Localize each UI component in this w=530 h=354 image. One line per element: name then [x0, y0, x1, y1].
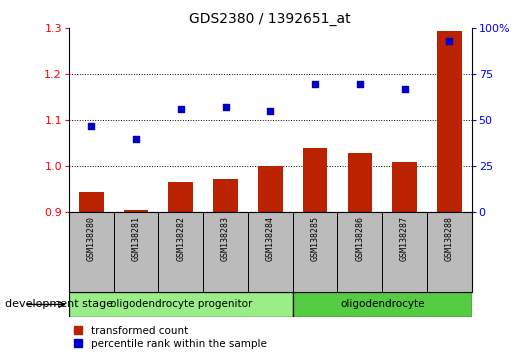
Point: [132, 136, 140, 142]
Bar: [169, 182, 193, 212]
Bar: [123, 210, 148, 212]
Bar: [213, 179, 238, 212]
Text: GSM138285: GSM138285: [311, 216, 320, 261]
Point: [87, 123, 95, 129]
Bar: [69, 292, 293, 317]
Point: [176, 107, 185, 112]
Text: GSM138282: GSM138282: [176, 216, 186, 261]
Title: GDS2380 / 1392651_at: GDS2380 / 1392651_at: [190, 12, 351, 26]
Bar: [392, 162, 417, 212]
Text: GSM138280: GSM138280: [87, 216, 96, 261]
Text: development stage: development stage: [5, 299, 113, 309]
Text: GSM138281: GSM138281: [131, 216, 140, 261]
Bar: [258, 166, 282, 212]
Bar: [79, 192, 103, 212]
Point: [266, 108, 275, 114]
Point: [356, 81, 364, 86]
Text: GSM138284: GSM138284: [266, 216, 275, 261]
Point: [445, 38, 454, 44]
Bar: [303, 148, 328, 212]
Bar: [293, 292, 472, 317]
Bar: [348, 153, 372, 212]
Text: GSM138286: GSM138286: [355, 216, 364, 261]
Point: [311, 81, 319, 86]
Point: [222, 105, 230, 110]
Bar: [437, 31, 462, 212]
Point: [400, 86, 409, 92]
Text: GSM138283: GSM138283: [221, 216, 230, 261]
Text: oligodendrocyte: oligodendrocyte: [340, 299, 425, 309]
Text: oligodendrocyte progenitor: oligodendrocyte progenitor: [110, 299, 252, 309]
Text: GSM138288: GSM138288: [445, 216, 454, 261]
Legend: transformed count, percentile rank within the sample: transformed count, percentile rank withi…: [74, 326, 267, 349]
Text: GSM138287: GSM138287: [400, 216, 409, 261]
